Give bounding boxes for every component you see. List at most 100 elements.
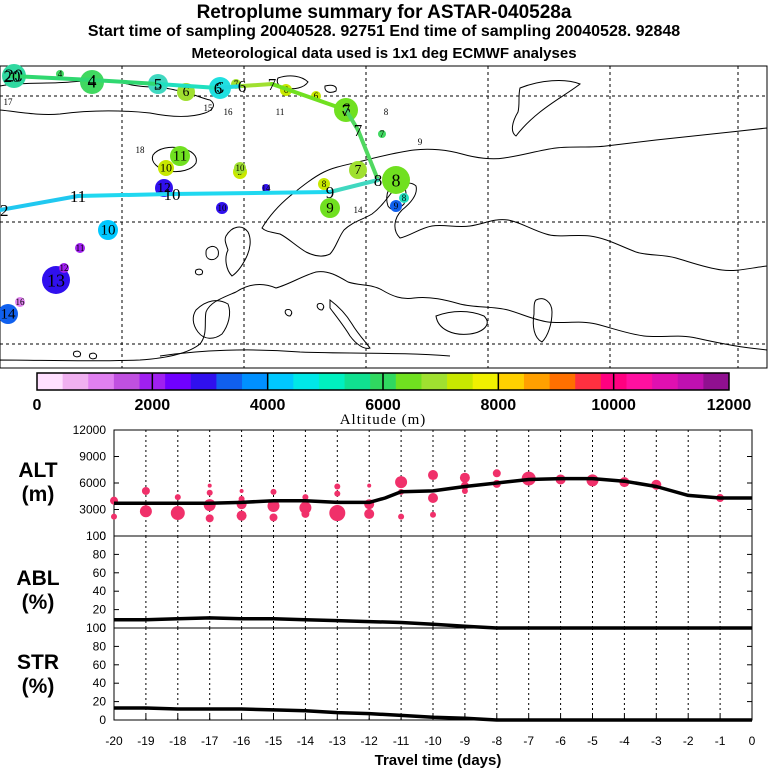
- trajectory-segment: [156, 82, 220, 90]
- cluster-circle: [349, 161, 367, 179]
- colorbar-swatch: [293, 373, 320, 390]
- cluster-circle: [382, 166, 410, 194]
- map-cluster: 11: [170, 146, 190, 166]
- x-tick-label: -15: [265, 734, 283, 748]
- cluster-circle: [15, 297, 25, 307]
- trajectory-segment: [344, 108, 360, 132]
- met-data-note: Meteorological data used is 1x1 deg ECMW…: [191, 45, 577, 62]
- colorbar-swatch: [421, 373, 448, 390]
- trajectory-segment: [240, 82, 274, 88]
- map-cluster: 11: [276, 107, 285, 117]
- cluster-label: 16: [224, 107, 234, 117]
- cluster-label: 8: [402, 193, 407, 203]
- str-ytick-label: 40: [93, 676, 107, 690]
- alt-cluster-dot: [492, 469, 501, 478]
- cluster-label: 14: [1, 307, 17, 323]
- alt-cluster-dot: [174, 494, 181, 501]
- cluster-label: 14: [354, 205, 364, 215]
- alt-cluster-dot: [301, 509, 310, 518]
- cluster-circle: [262, 184, 270, 192]
- colorbar-swatch: [242, 373, 269, 390]
- x-tick-label: -1: [715, 734, 726, 748]
- page-title: Retroplume summary for ASTAR-040528a: [196, 2, 572, 23]
- alt-ytick-label: 6000: [79, 476, 106, 490]
- colorbar-swatch: [549, 373, 576, 390]
- map-cluster: 8: [384, 107, 389, 117]
- trajectory-segment: [76, 192, 174, 198]
- trajectory-label: 8: [374, 171, 383, 190]
- colorbar-swatch: [267, 373, 294, 390]
- x-tick-label: -13: [329, 734, 347, 748]
- cluster-circle: [234, 162, 246, 174]
- alt-cluster-dot: [430, 511, 436, 518]
- colorbar-swatch: [113, 373, 141, 390]
- alt-cluster-dot: [398, 513, 405, 520]
- trajectory-label: 6: [214, 79, 223, 98]
- alt-cluster-dot: [395, 476, 408, 489]
- alt-cluster-dot: [461, 487, 468, 494]
- trajectory-segment: [170, 190, 332, 196]
- trajectory-label: 6: [238, 77, 247, 96]
- cluster-label: 11: [76, 243, 85, 253]
- x-tick-label: -14: [297, 734, 315, 748]
- x-tick-label: -17: [201, 734, 219, 748]
- abl-ytick-label: 0: [99, 621, 106, 635]
- colorbar-tick-label: 4000: [250, 397, 286, 414]
- x-tick-label: -18: [169, 734, 187, 748]
- cluster-label: 17: [4, 97, 14, 107]
- colorbar-tick-label: 0: [33, 397, 42, 414]
- map-cluster: 9: [390, 200, 402, 212]
- x-tick-label: -6: [555, 734, 566, 748]
- colorbar-tick-label: 2000: [135, 397, 171, 414]
- x-tick-label: 0: [749, 734, 756, 748]
- trajectory-label: 12: [0, 201, 9, 220]
- map-cluster: 9: [418, 137, 423, 147]
- x-tick-label: -3: [651, 734, 662, 748]
- x-axis-title: Travel time (days): [375, 752, 502, 768]
- x-tick-label: -2: [683, 734, 694, 748]
- cluster-label: 11: [276, 107, 285, 117]
- map-cluster: 10: [216, 202, 228, 214]
- map-cluster: 14: [0, 304, 18, 324]
- map-cluster: 8: [318, 178, 330, 190]
- cluster-label: 9: [326, 201, 334, 217]
- trajectory-label: 7: [342, 101, 351, 120]
- cluster-circle: [390, 200, 402, 212]
- colorbar-swatch: [626, 373, 653, 390]
- map-cluster: 15: [204, 103, 214, 113]
- str-unit: (%): [22, 675, 55, 698]
- colorbar-swatch: [37, 373, 64, 390]
- map-cluster: 8: [399, 193, 409, 203]
- alt-cluster-dot: [141, 486, 150, 495]
- alt-cluster-dot: [170, 506, 185, 521]
- cluster-label: 6: [183, 84, 190, 99]
- colorbar-swatch: [62, 373, 89, 390]
- alt-cluster-dot: [239, 488, 244, 493]
- alt-cluster-dot: [270, 488, 277, 495]
- x-tick-label: -11: [393, 734, 410, 748]
- trajectory-segment: [356, 128, 380, 182]
- trajectory-segment: [0, 194, 80, 212]
- abl-ytick-label: 100: [86, 529, 106, 543]
- cluster-label: 13: [47, 270, 65, 290]
- cluster-circle: [318, 178, 330, 190]
- str-ytick-label: 0: [99, 713, 106, 727]
- alt-unit: (m): [22, 483, 55, 506]
- alt-cluster-dot: [428, 493, 438, 504]
- abl-ytick-label: 40: [93, 584, 107, 598]
- trajectory-label: 11: [70, 187, 86, 206]
- alt-cluster-dot: [207, 483, 212, 488]
- alt-cluster-dot: [139, 505, 152, 518]
- cluster-label: 12: [60, 263, 69, 273]
- alt-cluster-dot: [267, 499, 280, 512]
- alt-cluster-dot: [302, 494, 309, 501]
- cluster-label: 15: [204, 103, 214, 113]
- map-cluster: 10: [98, 220, 118, 240]
- trajectory-label: 10: [164, 185, 181, 204]
- map-cluster: 10: [234, 162, 246, 174]
- alt-cluster-dot: [329, 505, 346, 522]
- cluster-label: 10: [236, 163, 246, 173]
- map-cluster: 4: [56, 69, 64, 79]
- colorbar-swatch: [88, 373, 115, 390]
